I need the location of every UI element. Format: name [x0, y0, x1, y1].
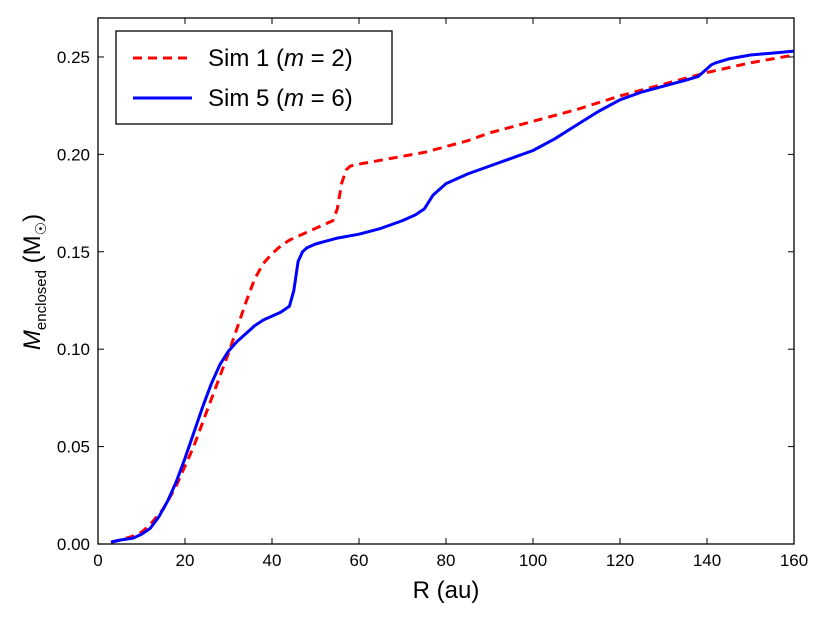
x-tick-label: 120: [606, 551, 634, 570]
tick-layer: 0 20 40 60 80 100 120 140 160 0.00 0.05 0.10 0.15 0.2…: [57, 18, 808, 570]
x-axis-label: R (au): [413, 577, 480, 604]
y-axis-label-unit-open: (M: [19, 235, 46, 270]
x-tick-label: 80: [437, 551, 456, 570]
y-axis-label: Menclosed (M☉): [19, 214, 50, 350]
sun-symbol: ☉: [33, 222, 50, 235]
y-tick-label: 0.20: [57, 145, 90, 164]
x-tick-label: 20: [176, 551, 195, 570]
x-tick-label: 100: [519, 551, 547, 570]
y-tick-label: 0.25: [57, 48, 90, 67]
plot-frame: [97, 17, 795, 545]
y-tick-label: 0.15: [57, 243, 90, 262]
legend: Sim 1 (m = 2) Sim 5 (m = 6): [115, 30, 393, 125]
y-axis-label-subscript: enclosed: [33, 270, 50, 330]
series-line-sim-1: [110, 53, 795, 544]
y-axis-label-unit-close: ): [19, 214, 46, 222]
legend-box: [115, 30, 393, 125]
x-tick-label: 160: [780, 551, 808, 570]
x-tick-label: 60: [350, 551, 369, 570]
series-layer: [110, 49, 795, 544]
y-tick-label: 0.00: [57, 535, 90, 554]
x-tick-label: 0: [93, 551, 102, 570]
x-tick-label: 40: [263, 551, 282, 570]
y-tick-label: 0.10: [57, 340, 90, 359]
y-axis-label-main: M: [19, 330, 46, 350]
series-line-sim-5: [110, 49, 795, 544]
legend-label-sim-5: Sim 5 (m = 6): [208, 85, 353, 112]
y-tick-label: 0.05: [57, 438, 90, 457]
svg-text:Menclosed (M☉): Menclosed (M☉): [19, 214, 50, 350]
x-tick-label: 140: [693, 551, 721, 570]
legend-label-sim-1: Sim 1 (m = 2): [208, 45, 353, 72]
